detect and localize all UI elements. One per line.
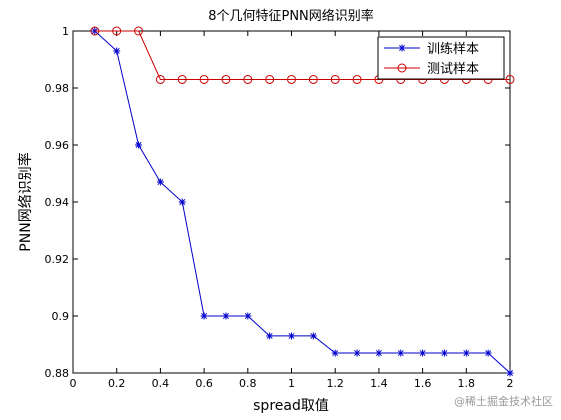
data-point xyxy=(352,74,362,84)
data-point xyxy=(177,74,187,84)
data-point xyxy=(113,47,121,55)
data-point xyxy=(287,74,296,84)
watermark: @稀土掘金技术社区 xyxy=(454,394,553,408)
data-point xyxy=(155,74,165,84)
data-point xyxy=(243,74,253,84)
y-tick-label: 1 xyxy=(62,25,69,38)
data-point xyxy=(199,74,209,84)
data-point xyxy=(135,141,143,149)
y-tick-label: 0.94 xyxy=(45,196,70,209)
data-point xyxy=(484,349,492,357)
legend-label-test: 测试样本 xyxy=(427,62,479,77)
y-axis-label: PNN网络识别率 xyxy=(17,152,34,251)
data-point xyxy=(462,349,470,357)
legend-marker xyxy=(397,63,407,73)
data-point xyxy=(244,312,252,320)
y-tick-label: 0.98 xyxy=(45,82,70,95)
x-axis-label: spread取值 xyxy=(253,398,329,414)
y-tick-label: 0.92 xyxy=(45,253,70,266)
x-tick-label: 1.4 xyxy=(370,377,388,390)
legend-marker-train xyxy=(398,44,406,52)
data-point xyxy=(266,332,274,340)
data-point xyxy=(265,74,275,84)
x-tick-label: 0.8 xyxy=(239,377,257,390)
x-tick-label: 1.6 xyxy=(414,377,432,390)
plot-area xyxy=(72,30,511,374)
data-point xyxy=(156,178,164,186)
legend: 训练样本 测试样本 xyxy=(377,36,505,80)
legend-marker xyxy=(398,44,406,52)
legend-marker-test xyxy=(397,63,407,73)
data-point xyxy=(308,74,318,84)
data-point xyxy=(330,74,340,84)
data-point xyxy=(419,349,427,357)
data-point xyxy=(178,198,186,206)
data-point xyxy=(353,349,361,357)
data-point xyxy=(222,312,230,320)
x-tick-label: 1.8 xyxy=(458,377,476,390)
legend-label-train: 训练样本 xyxy=(427,42,479,57)
data-point xyxy=(397,349,405,357)
data-point xyxy=(505,74,515,84)
data-point xyxy=(506,369,514,377)
data-point xyxy=(288,332,295,340)
series-line-0 xyxy=(94,30,511,374)
data-point xyxy=(375,349,383,357)
x-tick-label: 1 xyxy=(288,377,295,390)
data-point xyxy=(134,26,144,36)
legend-box xyxy=(377,36,505,80)
y-tick-label: 0.96 xyxy=(45,139,70,152)
data-point xyxy=(309,332,317,340)
x-tick-label: 0 xyxy=(70,377,77,390)
data-point xyxy=(440,349,448,357)
x-tick-label: 0.2 xyxy=(108,377,126,390)
x-tick-label: 1.2 xyxy=(326,377,344,390)
x-tick-label: 0.6 xyxy=(195,377,213,390)
data-point xyxy=(112,26,122,36)
data-point xyxy=(200,312,208,320)
data-point xyxy=(90,26,100,36)
axis-ticks: 0 0.2 0.4 0.6 0.8 1 1.2 1.4 1.6 1.8 2 0.88 0.9 0.92 0.… xyxy=(45,25,514,390)
y-tick-label: 0.9 xyxy=(52,310,70,323)
data-point xyxy=(331,349,339,357)
data-point xyxy=(221,74,231,84)
y-tick-label: 0.88 xyxy=(45,367,70,380)
x-tick-label: 2 xyxy=(507,377,514,390)
x-tick-label: 0.4 xyxy=(152,377,170,390)
chart-title: 8个几何特征PNN网络识别率 xyxy=(208,8,374,24)
